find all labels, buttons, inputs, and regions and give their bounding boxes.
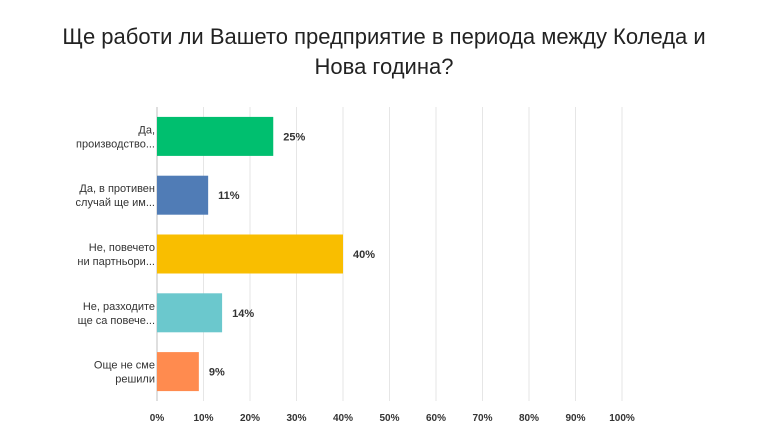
chart-title: Ще работи ли Вашето предприятие в период… xyxy=(0,22,768,82)
x-axis-ticks: 0% 10% 20% 30% 40% 50% 60% 70% 80% 90% 100% xyxy=(150,413,635,424)
x-tick-label: 0% xyxy=(150,413,165,424)
category-label: Още не сме xyxy=(94,360,155,372)
value-label: 11% xyxy=(218,190,240,202)
x-tick-label: 70% xyxy=(472,413,492,424)
x-tick-label: 60% xyxy=(426,413,446,424)
category-label: ни партньори... xyxy=(77,256,155,268)
value-label: 9% xyxy=(209,367,225,379)
bar xyxy=(157,234,343,274)
x-tick-label: 40% xyxy=(333,413,353,424)
category-label: случай ще им... xyxy=(76,197,155,209)
chart-title-line-1: Ще работи ли Вашето предприятие в период… xyxy=(62,24,706,49)
x-tick-label: 80% xyxy=(519,413,539,424)
bar xyxy=(157,293,223,333)
value-label: 40% xyxy=(353,249,375,261)
x-tick-label: 10% xyxy=(193,413,213,424)
value-labels: 25% 11% 40% 14% 9% xyxy=(209,131,375,378)
category-label: решили xyxy=(115,374,155,386)
x-tick-label: 20% xyxy=(240,413,260,424)
chart-title-line-2: Нова година? xyxy=(314,54,454,79)
category-label: производство... xyxy=(76,138,155,150)
bar xyxy=(157,175,209,215)
bar xyxy=(157,116,274,156)
x-tick-label: 30% xyxy=(286,413,306,424)
value-label: 14% xyxy=(232,308,254,320)
category-labels: Да, производство... Да, в противен случай щ… xyxy=(76,124,155,385)
bar xyxy=(157,352,199,392)
category-label: Не, разходите xyxy=(83,301,155,313)
category-label: Не, повечето xyxy=(89,242,155,254)
x-tick-label: 50% xyxy=(379,413,399,424)
x-tick-label: 100% xyxy=(609,413,635,424)
category-label: ще са повече... xyxy=(78,315,155,327)
category-label: Да, в противен xyxy=(79,183,155,195)
x-tick-label: 90% xyxy=(565,413,585,424)
value-label: 25% xyxy=(283,131,305,143)
bars xyxy=(157,116,343,392)
category-label: Да, xyxy=(138,124,155,136)
